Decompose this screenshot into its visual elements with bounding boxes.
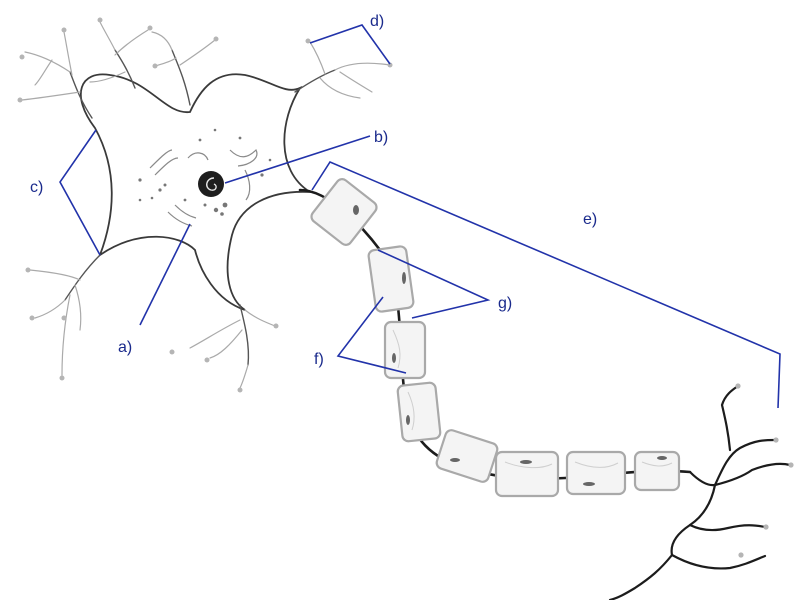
label-g: g)	[498, 295, 512, 312]
leader-lines	[59, 24, 781, 409]
myelin-segment	[367, 245, 415, 313]
leader-d	[309, 24, 391, 65]
myelin-segment	[310, 178, 378, 246]
leader-e	[311, 160, 781, 409]
cell-body	[79, 73, 314, 311]
myelin-sheath	[310, 178, 681, 498]
leader-c	[59, 129, 101, 256]
leader-g	[377, 249, 491, 319]
leader-a	[139, 223, 191, 326]
axon-terminals	[608, 383, 794, 600]
label-d: d)	[370, 13, 384, 30]
leader-b	[224, 135, 371, 184]
label-b: b)	[374, 129, 388, 146]
label-c: c)	[30, 179, 43, 196]
myelin-segment	[383, 320, 427, 380]
label-e: e)	[583, 211, 597, 228]
dendrites	[17, 17, 393, 393]
label-f: f)	[314, 351, 324, 368]
myelin-segment	[565, 450, 627, 496]
myelin-segment	[494, 450, 560, 498]
nucleus	[198, 171, 224, 197]
organelles	[138, 128, 272, 227]
leader-f	[336, 296, 407, 374]
myelin-segment	[396, 381, 442, 443]
label-a: a)	[118, 339, 132, 356]
labels: a) b) c) d) e) f) g)	[30, 13, 597, 368]
myelin-segment	[633, 450, 681, 492]
myelin-segment	[435, 429, 499, 483]
